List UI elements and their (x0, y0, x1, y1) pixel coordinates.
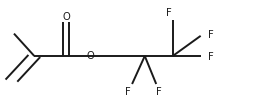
Text: O: O (62, 12, 70, 22)
Text: F: F (208, 52, 214, 62)
Text: F: F (208, 30, 214, 40)
Text: F: F (166, 8, 172, 18)
Text: F: F (125, 87, 131, 97)
Text: F: F (156, 87, 162, 97)
Text: O: O (86, 51, 94, 61)
